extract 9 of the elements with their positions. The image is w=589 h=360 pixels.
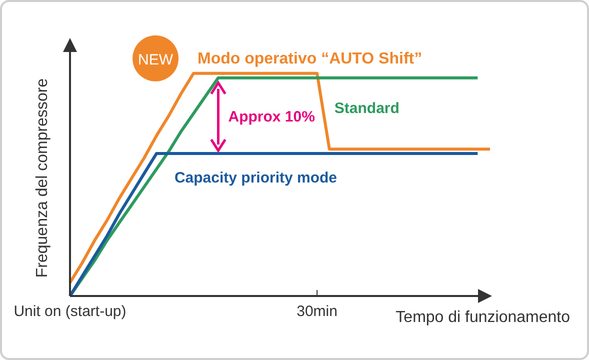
series-label: Standard [334, 100, 400, 117]
x-tick-label: Unit on (start-up) [14, 303, 126, 320]
annotation: Approx 10% [228, 108, 315, 126]
text: NEW [138, 51, 174, 68]
x-axis-title: Tempo di funzionamento [396, 309, 570, 326]
x-tick-label: 30min [296, 303, 338, 320]
series-label: Capacity priority mode [174, 170, 338, 187]
y-axis-title: Frequenza del compressore [34, 78, 51, 278]
series-label: Modo operativo “AUTO Shift” [198, 50, 422, 68]
